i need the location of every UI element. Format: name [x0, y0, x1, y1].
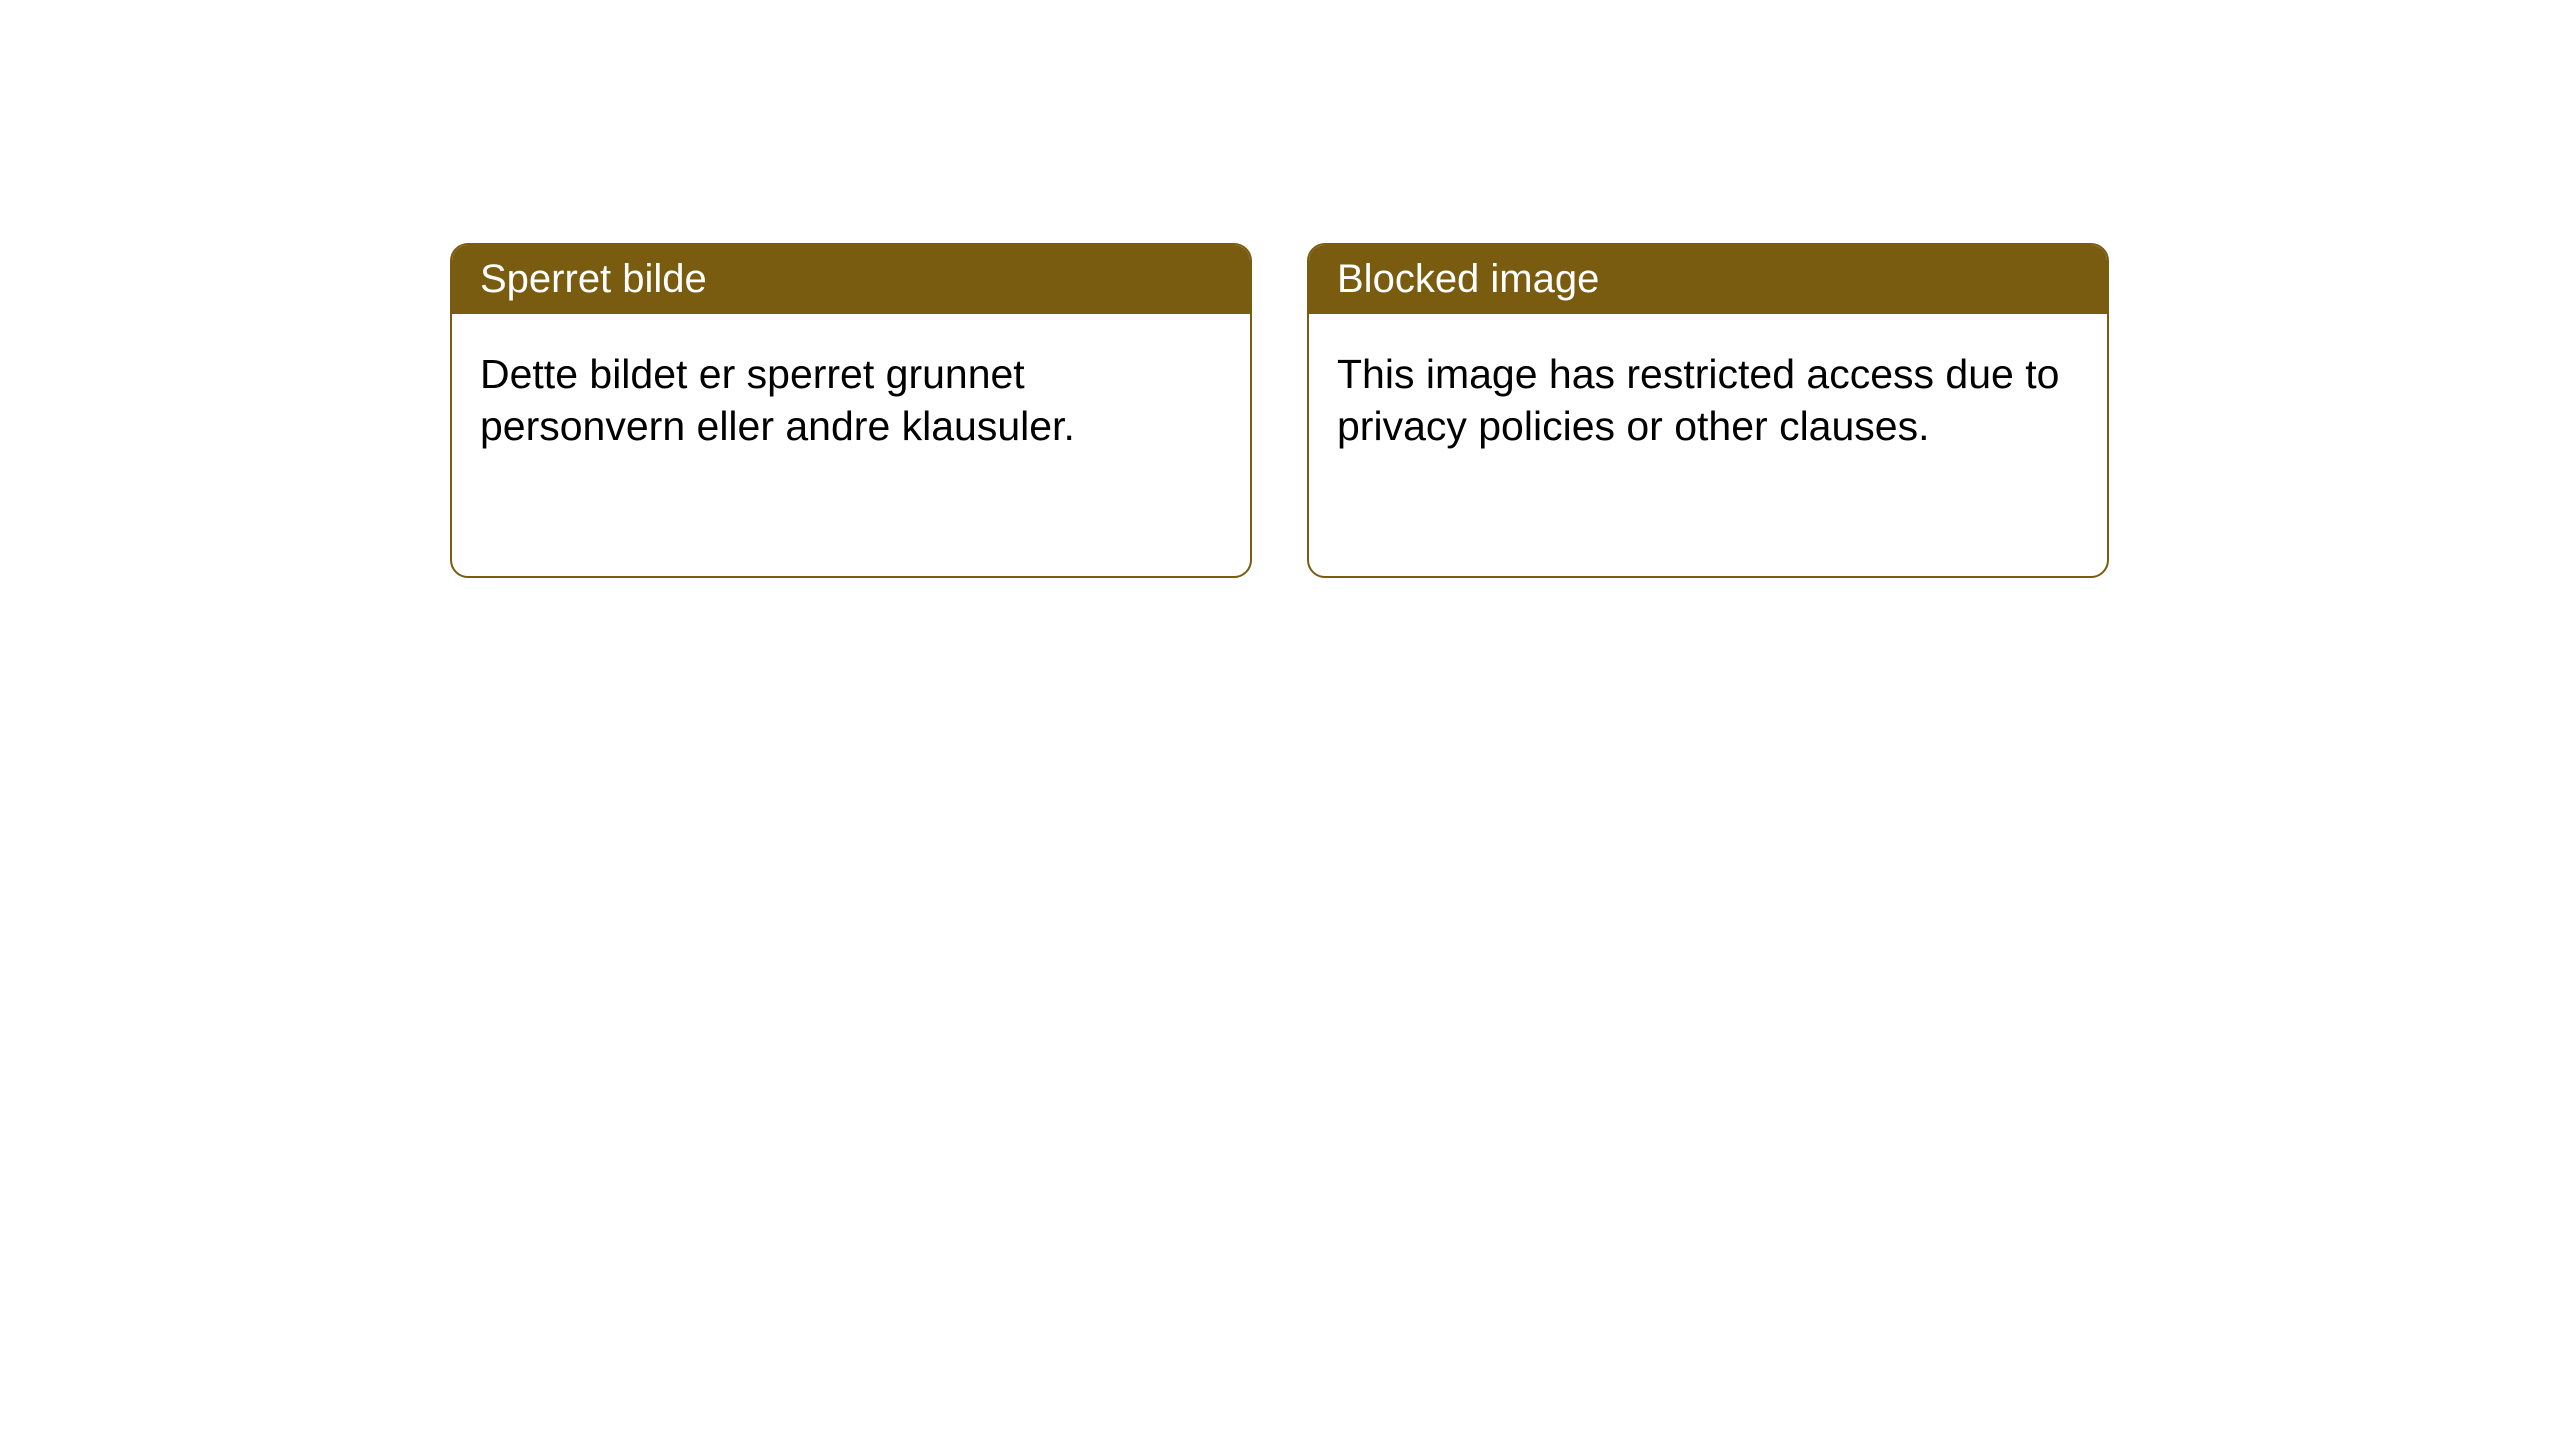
- notice-card-english: Blocked image This image has restricted …: [1307, 243, 2109, 578]
- notice-title: Blocked image: [1337, 257, 1599, 301]
- notice-text: Dette bildet er sperret grunnet personve…: [480, 351, 1075, 449]
- notice-title: Sperret bilde: [480, 257, 707, 301]
- notice-card-norwegian: Sperret bilde Dette bildet er sperret gr…: [450, 243, 1252, 578]
- notice-body: This image has restricted access due to …: [1309, 314, 2107, 487]
- notice-body: Dette bildet er sperret grunnet personve…: [452, 314, 1250, 487]
- notice-container: Sperret bilde Dette bildet er sperret gr…: [0, 0, 2560, 578]
- notice-header: Blocked image: [1309, 245, 2107, 314]
- notice-header: Sperret bilde: [452, 245, 1250, 314]
- notice-text: This image has restricted access due to …: [1337, 351, 2059, 449]
